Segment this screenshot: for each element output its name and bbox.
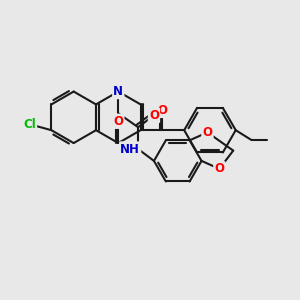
Text: O: O bbox=[149, 109, 159, 122]
Text: O: O bbox=[158, 104, 167, 117]
Text: NH: NH bbox=[120, 142, 140, 155]
Text: O: O bbox=[202, 126, 212, 139]
Text: O: O bbox=[214, 162, 224, 175]
Text: O: O bbox=[113, 115, 123, 128]
Text: Cl: Cl bbox=[23, 118, 36, 131]
Text: N: N bbox=[113, 85, 123, 98]
